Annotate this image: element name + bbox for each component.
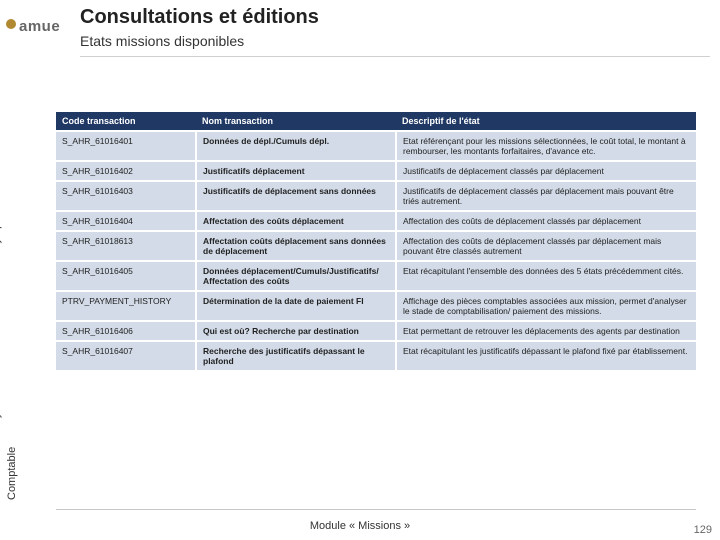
vertical-sidebar: S i f a c Système d'Information Financie… [2,100,32,500]
sidebar-brand: S i f a c [0,434,2,500]
transactions-table-wrap: Code transaction Nom transaction Descrip… [56,112,696,370]
sidebar-line-2: Comptable [6,447,18,500]
table-row: S_AHR_61016406Qui est où? Recherche par … [56,321,696,341]
footer-module: Module « Missions » [0,520,720,532]
cell-name: Justificatifs de déplacement sans donnée… [196,181,396,211]
cell-name: Données de dépl./Cumuls dépl. [196,131,396,161]
footer-divider [56,509,696,510]
title-divider [80,56,710,57]
cell-name: Affectation coûts déplacement sans donné… [196,231,396,261]
col-header-name: Nom transaction [196,112,396,131]
sidebar-line-1: S i f a c Système d'Information Financie… [0,202,2,500]
sidebar-desc-1: Système d'Information Financier Analytiq… [0,202,2,425]
cell-code: S_AHR_61016406 [56,321,196,341]
table-row: S_AHR_61016403Justificatifs de déplaceme… [56,181,696,211]
table-row: S_AHR_61016402Justificatifs déplacementJ… [56,161,696,181]
cell-code: S_AHR_61016407 [56,341,196,370]
logo-text: amue [19,18,60,35]
cell-name: Détermination de la date de paiement FI [196,291,396,321]
cell-name: Recherche des justificatifs dépassant le… [196,341,396,370]
cell-desc: Justificatifs de déplacement classés par… [396,161,696,181]
table-row: S_AHR_61016401Données de dépl./Cumuls dé… [56,131,696,161]
cell-name: Données déplacement/Cumuls/Justificatifs… [196,261,396,291]
title-block: Consultations et éditions Etats missions… [80,6,319,49]
cell-code: S_AHR_61018613 [56,231,196,261]
page-title: Consultations et éditions [80,6,319,29]
table-row: S_AHR_61018613Affectation coûts déplacem… [56,231,696,261]
cell-name: Justificatifs déplacement [196,161,396,181]
col-header-desc: Descriptif de l'état [396,112,696,131]
cell-desc: Affichage des pièces comptables associée… [396,291,696,321]
cell-desc: Etat récapitulant l'ensemble des données… [396,261,696,291]
cell-desc: Etat récapitulant les justificatifs dépa… [396,341,696,370]
table-row: S_AHR_61016407Recherche des justificatif… [56,341,696,370]
table-row: S_AHR_61016405Données déplacement/Cumuls… [56,261,696,291]
cell-name: Affectation des coûts déplacement [196,211,396,231]
cell-code: S_AHR_61016405 [56,261,196,291]
cell-code: PTRV_PAYMENT_HISTORY [56,291,196,321]
cell-code: S_AHR_61016401 [56,131,196,161]
cell-desc: Affectation des coûts de déplacement cla… [396,211,696,231]
cell-code: S_AHR_61016404 [56,211,196,231]
table-row: PTRV_PAYMENT_HISTORYDétermination de la … [56,291,696,321]
cell-name: Qui est où? Recherche par destination [196,321,396,341]
cell-desc: Etat référençant pour les missions sélec… [396,131,696,161]
page-number: 129 [694,524,712,536]
transactions-table: Code transaction Nom transaction Descrip… [56,112,696,370]
table-row: S_AHR_61016404Affectation des coûts dépl… [56,211,696,231]
slide-page: amue Consultations et éditions Etats mis… [0,0,720,540]
cell-code: S_AHR_61016402 [56,161,196,181]
logo-dot-icon [6,19,16,29]
cell-desc: Etat permettant de retrouver les déplace… [396,321,696,341]
col-header-code: Code transaction [56,112,196,131]
cell-desc: Affectation des coûts de déplacement cla… [396,231,696,261]
cell-code: S_AHR_61016403 [56,181,196,211]
table-header-row: Code transaction Nom transaction Descrip… [56,112,696,131]
page-subtitle: Etats missions disponibles [80,33,319,49]
cell-desc: Justificatifs de déplacement classés par… [396,181,696,211]
logo: amue [6,18,60,35]
